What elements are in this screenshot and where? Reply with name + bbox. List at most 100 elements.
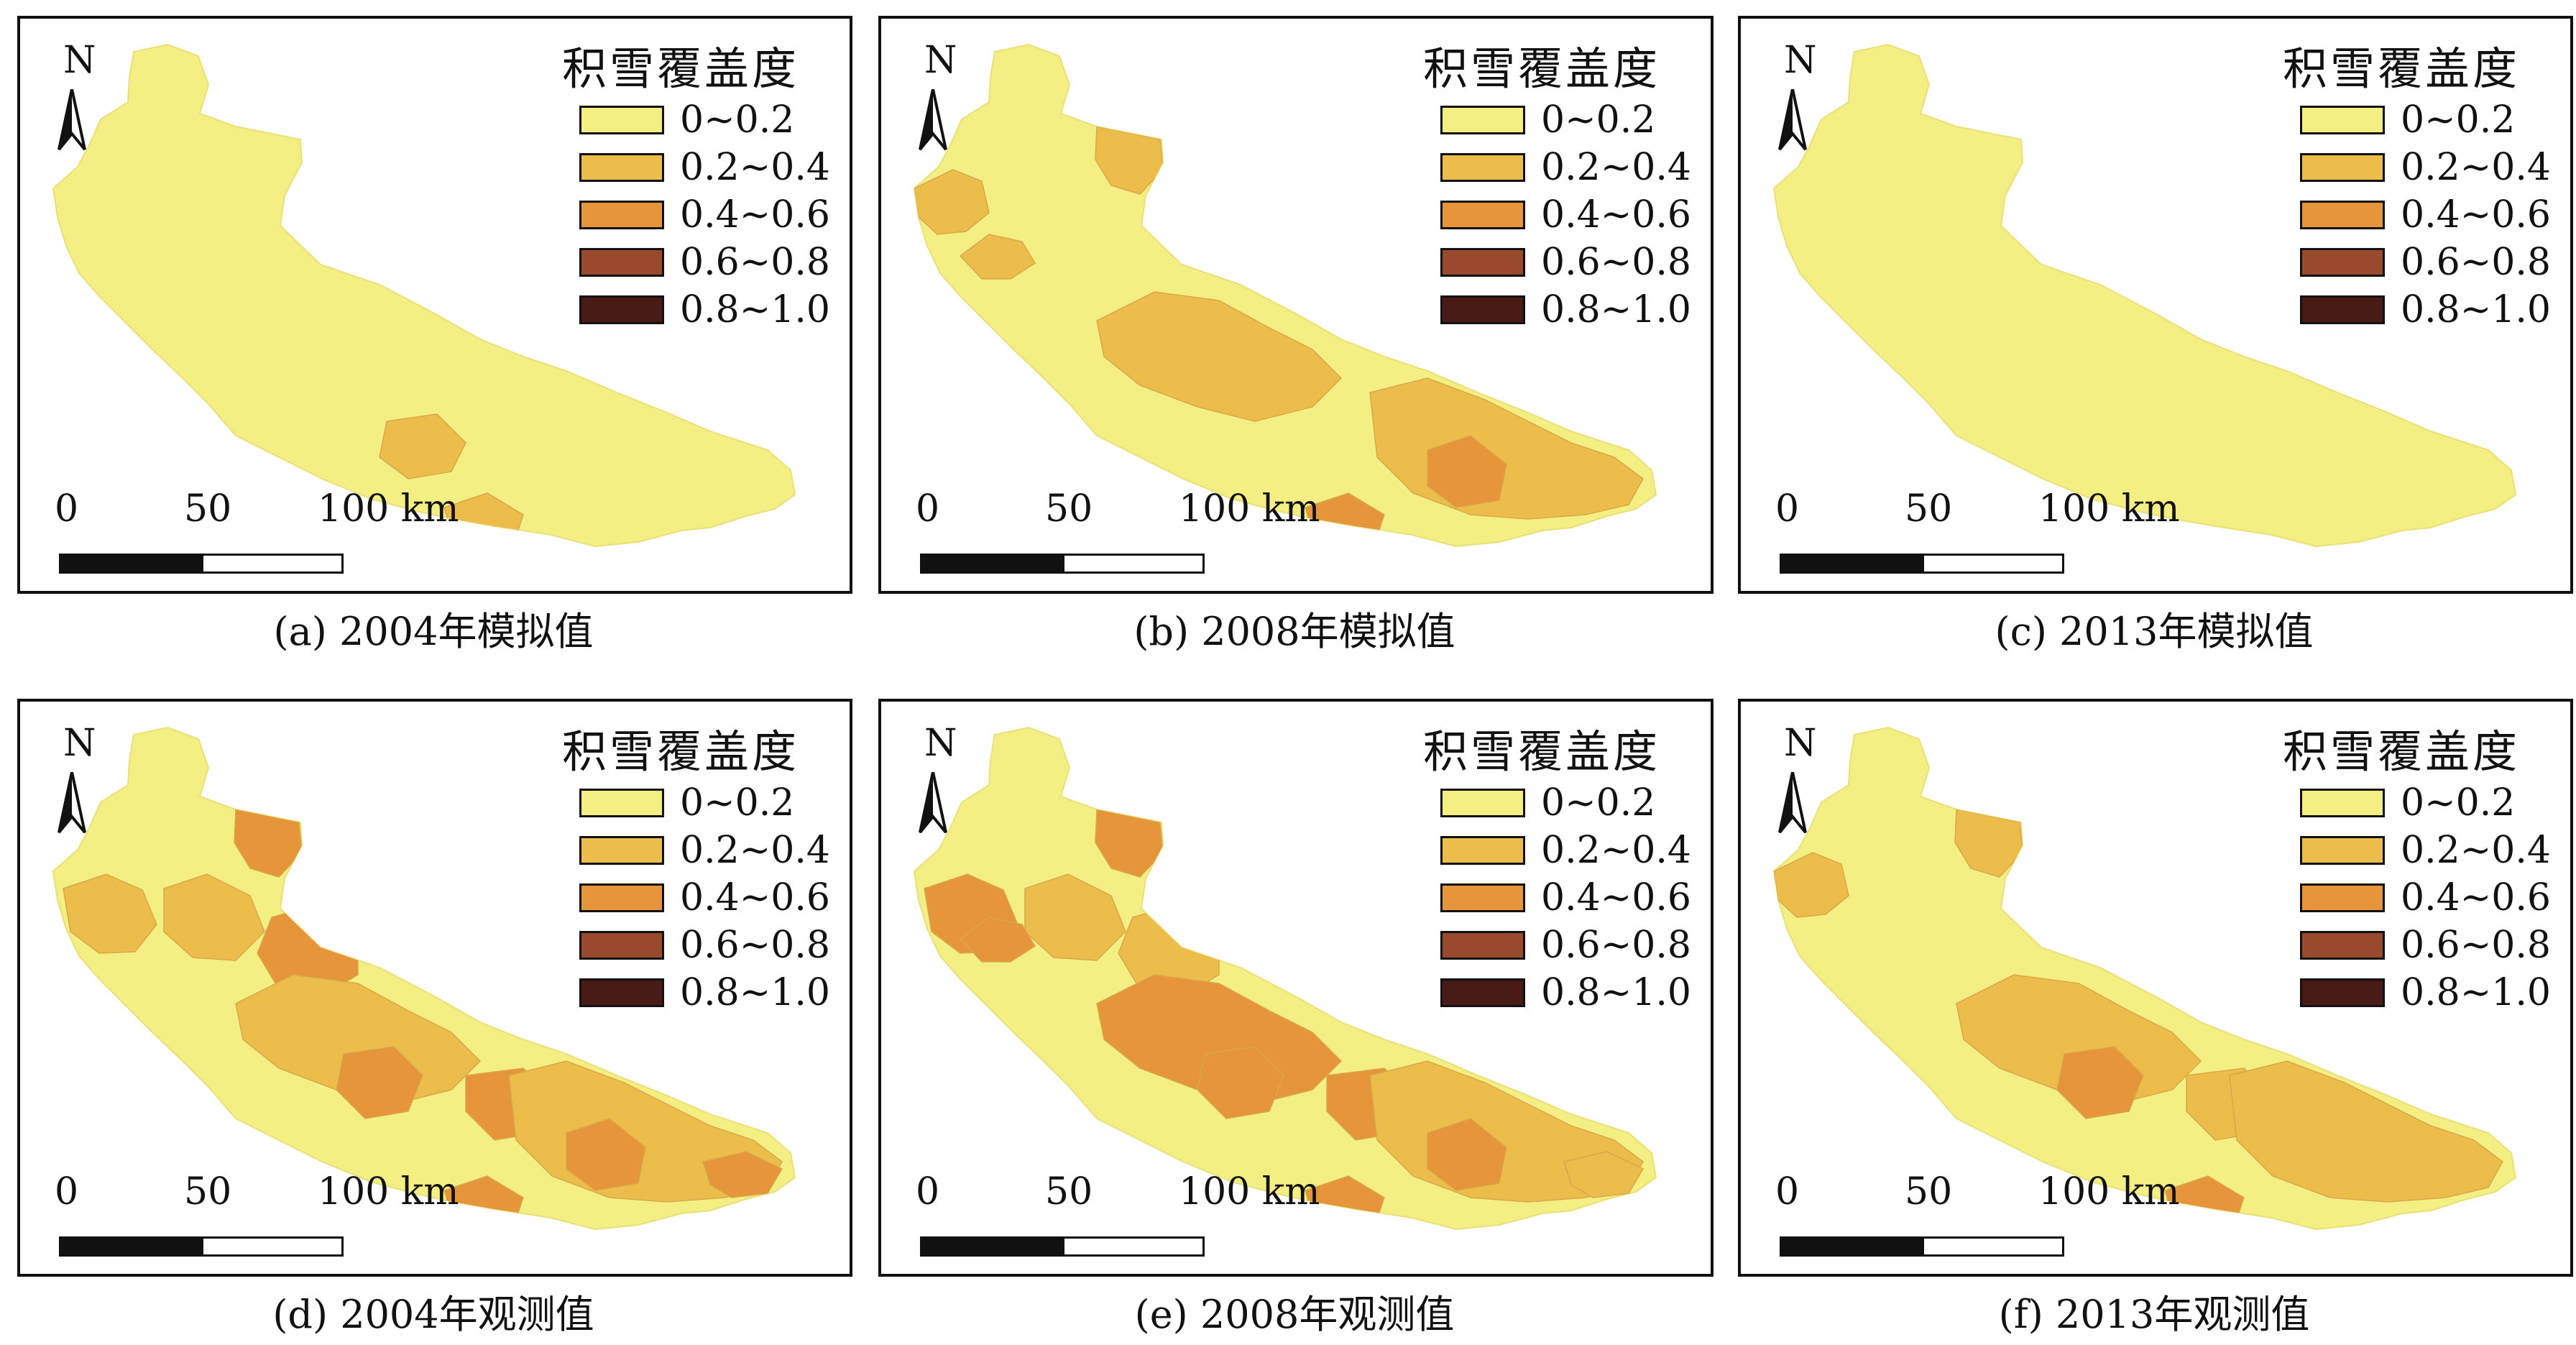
snow-patch [1563, 1151, 1644, 1198]
legend-swatch [579, 931, 664, 960]
legend-label: 0.2~0.4 [1541, 146, 1691, 189]
legend-item: 0.8~1.0 [2283, 286, 2556, 334]
map-frame: N 积雪覆盖度 0~0.2 0.2~0.4 0.4~0.6 0.6~0.8 0.8~1.… [1738, 16, 2573, 594]
legend-swatch [2300, 836, 2385, 865]
legend-item: 0.8~1.0 [2283, 969, 2556, 1016]
map-frame: N 积雪覆盖度 0~0.2 0.2~0.4 0.4~0.6 0.6~0.8 0.8~1.… [17, 699, 852, 1277]
scale-tick-0: 0 [1775, 487, 1800, 531]
legend-item: 0.8~1.0 [562, 969, 835, 1016]
snow-patch [1427, 435, 1507, 508]
legend-item: 0.4~0.6 [1423, 191, 1696, 239]
legend-swatch [579, 295, 664, 324]
legend-swatch [579, 836, 664, 865]
scale-tick-50: 50 [1045, 487, 1093, 531]
scale-bar: 0 50 100 km [1775, 487, 2180, 574]
north-arrow: N [56, 39, 99, 154]
legend-item: 0.4~0.6 [562, 191, 835, 239]
legend-label: 0.2~0.4 [2401, 146, 2551, 189]
legend-item: 0.8~1.0 [1423, 286, 1696, 334]
north-label: N [924, 39, 957, 82]
legend-item: 0.2~0.4 [1423, 827, 1696, 874]
panel-caption: (d) 2004年观测值 [272, 1292, 594, 1337]
legend-title: 积雪覆盖度 [2283, 42, 2521, 95]
legend-item: 0~0.2 [1423, 96, 1696, 144]
legend-swatch [579, 789, 664, 817]
legend-item: 0.8~1.0 [1423, 969, 1696, 1016]
legend-swatch [1440, 836, 1525, 865]
legend-label: 0.4~0.6 [1541, 193, 1691, 237]
snow-patch [2229, 1060, 2503, 1203]
north-arrow: N [917, 722, 960, 837]
legend-title: 积雪覆盖度 [1423, 42, 1661, 95]
north-arrow-icon [58, 89, 86, 151]
basin-patches [914, 126, 1644, 541]
legend-item: 0.6~0.8 [2283, 922, 2556, 969]
basin-map [52, 726, 796, 1231]
basin-base [52, 43, 796, 548]
legend-swatch [579, 978, 664, 1007]
legend: 积雪覆盖度 0~0.2 0.2~0.4 0.4~0.6 0.6~0.8 0.8~1.0 [562, 42, 835, 334]
legend-swatch [1440, 106, 1525, 134]
north-label: N [1784, 39, 1817, 82]
legend-label: 0.8~1.0 [2401, 971, 2551, 1014]
legend-label: 0.4~0.6 [1541, 876, 1691, 919]
legend-swatch [2300, 106, 2385, 134]
snow-patch [1774, 852, 1849, 918]
scale-bar-white [1062, 1236, 1205, 1257]
legend-swatch [1440, 883, 1525, 912]
scale-bar-black [59, 554, 201, 574]
panel-caption: (a) 2004年模拟值 [273, 609, 594, 654]
basin-map [913, 43, 1657, 548]
legend-label: 0.8~1.0 [1541, 971, 1691, 1014]
panel-caption: (b) 2008年模拟值 [1133, 609, 1455, 654]
map-panel-6: N 积雪覆盖度 0~0.2 0.2~0.4 0.4~0.6 0.6~0.8 0.8~1.… [1738, 699, 2573, 1337]
scale-tick-0: 0 [1775, 1170, 1800, 1213]
north-arrow-icon [919, 772, 947, 834]
basin-outline [52, 43, 796, 548]
legend-swatch [1440, 931, 1525, 960]
north-arrow-icon [1778, 89, 1807, 151]
scale-bar-white [201, 1236, 344, 1257]
snow-patch [163, 873, 265, 961]
north-arrow: N [56, 722, 99, 837]
legend-label: 0.6~0.8 [1541, 241, 1691, 284]
scale-bar-black [920, 1236, 1062, 1257]
scale-bar-white [1922, 554, 2064, 574]
scale-tick-0: 0 [55, 1170, 79, 1213]
scale-bar-black [1780, 1236, 1922, 1257]
map-panel-5: N 积雪覆盖度 0~0.2 0.2~0.4 0.4~0.6 0.6~0.8 0.8~1.… [878, 699, 1714, 1337]
map-frame: N 积雪覆盖度 0~0.2 0.2~0.4 0.4~0.6 0.6~0.8 0.8~1.… [878, 16, 1714, 594]
legend-swatch [2300, 883, 2385, 912]
legend-label: 0.4~0.6 [2401, 193, 2551, 237]
legend-label: 0.8~1.0 [2401, 288, 2551, 331]
basin-patches [1774, 809, 2503, 1224]
scale-tick-50: 50 [1905, 1170, 1953, 1213]
legend-label: 0.8~1.0 [680, 971, 830, 1014]
legend-swatch [2300, 295, 2385, 324]
basin-patches [63, 809, 783, 1224]
north-arrow-icon [1778, 772, 1807, 834]
scale-bar: 0 50 100 km [55, 487, 459, 574]
legend-item: 0.4~0.6 [1423, 874, 1696, 922]
scale-tick-0: 0 [916, 1170, 940, 1213]
legend-item: 0~0.2 [2283, 779, 2556, 827]
scale-tick-100: 100 km [1179, 1170, 1320, 1213]
north-arrow: N [917, 39, 960, 154]
legend-label: 0.2~0.4 [680, 146, 830, 189]
legend-item: 0~0.2 [562, 779, 835, 827]
legend-swatch [1440, 248, 1525, 277]
legend-label: 0.2~0.4 [1541, 829, 1691, 872]
legend-item: 0~0.2 [2283, 96, 2556, 144]
basin-map [52, 43, 796, 548]
legend-item: 0.6~0.8 [2283, 239, 2556, 286]
snow-patch [702, 1151, 783, 1198]
scale-tick-0: 0 [916, 487, 940, 531]
map-frame: N 积雪覆盖度 0~0.2 0.2~0.4 0.4~0.6 0.6~0.8 0.8~1.… [1738, 699, 2573, 1277]
scale-tick-50: 50 [1045, 1170, 1093, 1213]
legend-items: 0~0.2 0.2~0.4 0.4~0.6 0.6~0.8 0.8~1.0 [562, 96, 835, 334]
basin-outline [1772, 43, 2517, 548]
legend-item: 0.6~0.8 [1423, 922, 1696, 969]
legend-label: 0.6~0.8 [2401, 241, 2551, 284]
legend-swatch [579, 248, 664, 277]
snow-patch [959, 234, 1036, 280]
